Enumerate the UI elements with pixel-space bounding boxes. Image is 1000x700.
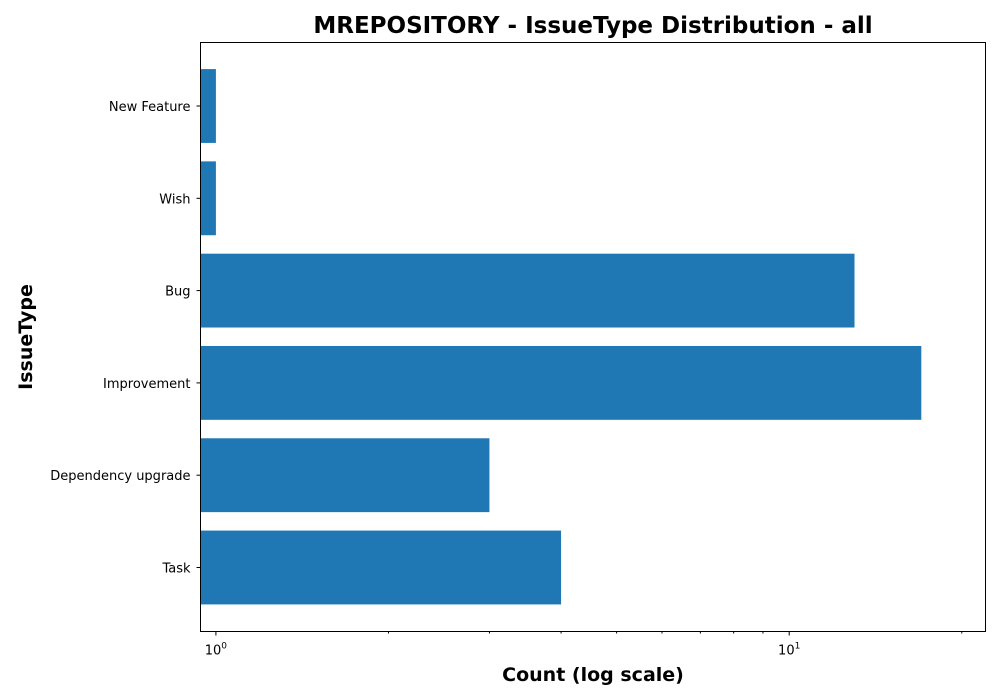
bar-wish — [200, 161, 216, 236]
x-axis-label: Count (log scale) — [502, 664, 684, 686]
y-tick-label-bug: Bug — [165, 285, 190, 300]
y-tick-label-wish: Wish — [159, 192, 190, 207]
y-tick-label-task: Task — [161, 562, 191, 577]
x-tick-label: 100 — [205, 642, 228, 659]
bar-dependency-upgrade — [200, 438, 490, 513]
y-tick-label-new-feature: New Feature — [109, 100, 191, 115]
plot-frame — [200, 42, 986, 632]
y-tick-label-dependency-upgrade: Dependency upgrade — [50, 469, 190, 484]
bar-bug — [200, 253, 855, 328]
y-axis-ticks: Task Dependency upgrade Improvement Bug Wish… — [50, 100, 201, 577]
x-tick-label: 101 — [778, 642, 800, 659]
bars — [200, 69, 922, 605]
chart-title: MREPOSITORY - IssueType Distribution - a… — [313, 13, 872, 39]
bar-new-feature — [200, 69, 216, 143]
bar-task — [200, 530, 562, 605]
x-axis-ticks: 100 101 — [205, 631, 963, 659]
bar-improvement — [200, 345, 922, 420]
y-tick-label-improvement: Improvement — [103, 377, 190, 392]
y-axis-label: IssueType — [15, 284, 37, 390]
